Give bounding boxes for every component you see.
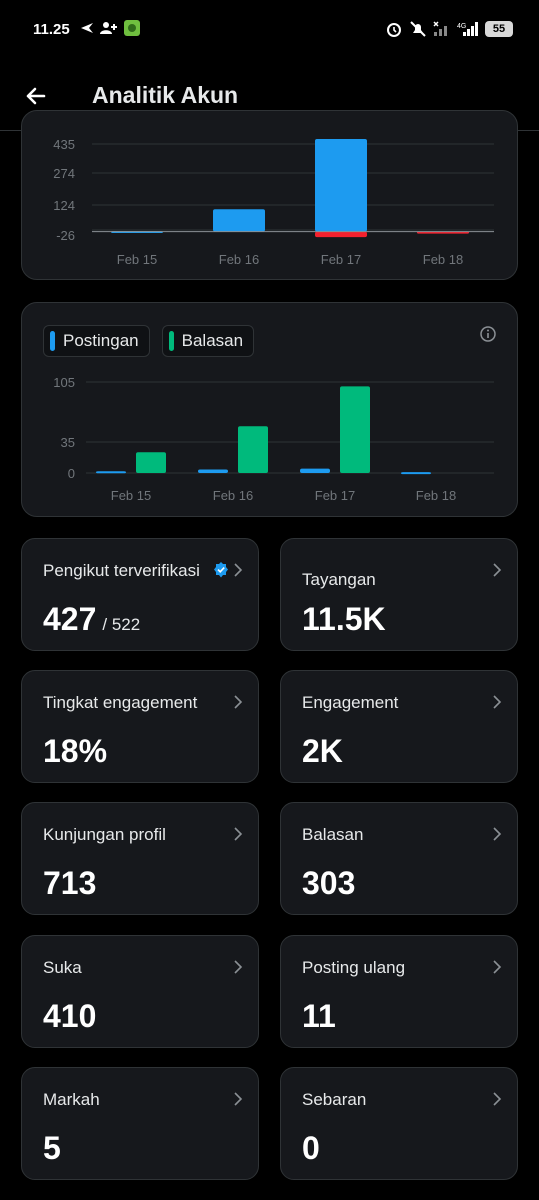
page-title: Analitik Akun bbox=[92, 82, 239, 108]
y-tick-label: -26 bbox=[56, 228, 75, 243]
verified-badge-icon bbox=[214, 562, 228, 578]
legend-item-postingan[interactable]: Postingan bbox=[43, 325, 150, 357]
stat-card-engagement[interactable]: Engagement 2K bbox=[280, 670, 518, 783]
info-icon[interactable] bbox=[479, 325, 497, 343]
bar-balasan bbox=[238, 426, 268, 473]
stat-value: 713 bbox=[43, 865, 97, 901]
chevron-right-icon bbox=[493, 827, 502, 841]
stat-value: 2K bbox=[302, 733, 343, 769]
stat-value: 0 bbox=[302, 1130, 320, 1166]
y-tick-label: 124 bbox=[53, 198, 75, 213]
bar-positive bbox=[213, 209, 265, 232]
stat-card-bookmarks[interactable]: Markah 5 bbox=[21, 1067, 259, 1180]
y-tick-label: 35 bbox=[61, 435, 75, 450]
stat-value: 427 / 522 bbox=[43, 601, 140, 638]
legend-label: Postingan bbox=[63, 331, 139, 350]
legend-label: Balasan bbox=[181, 331, 244, 350]
x-tick-label: Feb 18 bbox=[423, 252, 463, 267]
stat-card-impressions[interactable]: Tayangan 11.5K bbox=[280, 538, 518, 651]
x-tick-label: Feb 15 bbox=[117, 252, 157, 267]
chevron-right-icon bbox=[234, 563, 243, 577]
stat-card-profile-visits[interactable]: Kunjungan profil 713 bbox=[21, 802, 259, 915]
posts-replies-chart-card: Postingan Balasan 105 35 0 Feb 15 Feb 16… bbox=[21, 302, 518, 517]
legend-swatch bbox=[50, 331, 55, 351]
bar-balasan bbox=[136, 452, 166, 473]
battery-indicator: 55 bbox=[485, 21, 513, 37]
chevron-right-icon bbox=[493, 960, 502, 974]
stat-card-engagement-rate[interactable]: Tingkat engagement 18% bbox=[21, 670, 259, 783]
y-tick-label: 105 bbox=[53, 375, 75, 390]
bar-negative bbox=[315, 231, 367, 238]
network-type: 4G bbox=[457, 23, 466, 30]
stat-label: Pengikut terverifikasi bbox=[43, 561, 200, 580]
stat-value: 410 bbox=[43, 998, 97, 1034]
stat-label: Sebaran bbox=[302, 1090, 367, 1109]
x-tick-label: Feb 17 bbox=[321, 252, 361, 267]
x-tick-label: Feb 17 bbox=[315, 488, 355, 503]
stat-value: 11 bbox=[302, 998, 336, 1034]
stat-label: Balasan bbox=[302, 825, 364, 844]
stat-value: 18% bbox=[43, 733, 108, 769]
bar-postingan bbox=[96, 471, 126, 474]
legend-item-balasan[interactable]: Balasan bbox=[161, 325, 255, 357]
stat-card-reposts[interactable]: Posting ulang 11 bbox=[280, 935, 518, 1048]
stat-number: 427 bbox=[43, 601, 97, 637]
x-tick-label: Feb 18 bbox=[416, 488, 456, 503]
stat-label: Kunjungan profil bbox=[43, 825, 166, 844]
chevron-right-icon bbox=[234, 827, 243, 841]
x-tick-label: Feb 16 bbox=[219, 252, 259, 267]
stat-label: Suka bbox=[43, 958, 82, 977]
chevron-right-icon bbox=[493, 563, 502, 577]
bar-postingan bbox=[401, 472, 431, 475]
stat-label: Engagement bbox=[302, 693, 399, 712]
x-tick-label: Feb 15 bbox=[111, 488, 151, 503]
stat-card-likes[interactable]: Suka 410 bbox=[21, 935, 259, 1048]
chart-legend: Postingan Balasan bbox=[43, 325, 255, 357]
chevron-right-icon bbox=[493, 695, 502, 709]
bar-balasan bbox=[340, 386, 370, 473]
signal-weak-icon bbox=[433, 21, 447, 36]
status-left-icons bbox=[80, 20, 140, 36]
alarm-icon bbox=[387, 23, 401, 37]
posts-replies-chart: 105 35 0 Feb 15 Feb 16 Feb 17 Feb 18 bbox=[53, 375, 494, 503]
status-bar: 11.25 4G 55 bbox=[0, 0, 539, 62]
impressions-chart-card: 435 274 124 -26 Feb 15 Feb 16 Feb 17 Feb… bbox=[21, 110, 518, 280]
stat-card-verified-followers[interactable]: Pengikut terverifikasi 427 / 522 bbox=[21, 538, 259, 651]
bar-positive bbox=[315, 139, 367, 232]
airplane-icon bbox=[81, 23, 93, 33]
stat-value: 11.5K bbox=[302, 601, 386, 637]
stat-value: 5 bbox=[43, 1130, 61, 1166]
stat-value: 303 bbox=[302, 865, 356, 901]
y-tick-label: 274 bbox=[53, 166, 75, 181]
chevron-right-icon bbox=[234, 695, 243, 709]
y-tick-label: 435 bbox=[53, 137, 75, 152]
chevron-right-icon bbox=[234, 1092, 243, 1106]
bar-postingan bbox=[198, 469, 228, 473]
status-time: 11.25 bbox=[33, 21, 70, 38]
stat-card-shares[interactable]: Sebaran 0 bbox=[280, 1067, 518, 1180]
chevron-right-icon bbox=[493, 1092, 502, 1106]
stat-label: Tingkat engagement bbox=[43, 693, 198, 712]
y-tick-label: 0 bbox=[68, 466, 75, 481]
chevron-right-icon bbox=[234, 960, 243, 974]
stat-card-replies[interactable]: Balasan 303 bbox=[280, 802, 518, 915]
bar-postingan bbox=[300, 468, 330, 473]
back-arrow-icon[interactable] bbox=[20, 80, 52, 112]
stat-sub-value: / 522 bbox=[102, 615, 141, 634]
x-tick-label: Feb 16 bbox=[213, 488, 253, 503]
stat-label: Posting ulang bbox=[302, 958, 406, 977]
impressions-chart: 435 274 124 -26 Feb 15 Feb 16 Feb 17 Feb… bbox=[53, 137, 494, 267]
add-person-icon bbox=[100, 22, 117, 34]
signal-4g-icon: 4G bbox=[457, 22, 478, 36]
legend-swatch bbox=[168, 331, 174, 351]
app-notification-icon bbox=[124, 20, 140, 36]
stat-label: Markah bbox=[43, 1090, 100, 1109]
stat-label: Tayangan bbox=[302, 570, 376, 589]
status-right-icons: 4G 55 bbox=[385, 20, 513, 38]
mute-bell-icon bbox=[410, 21, 426, 37]
